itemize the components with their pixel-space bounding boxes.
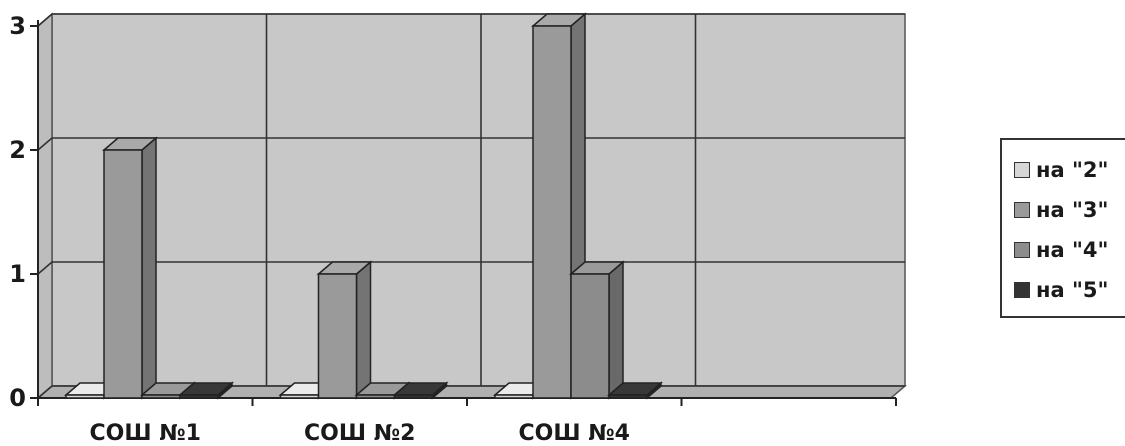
bar-front <box>532 25 572 399</box>
legend-label: на "5" <box>1036 278 1109 302</box>
back-wall <box>51 13 906 387</box>
gridline-side <box>37 261 53 275</box>
bar-front <box>570 273 610 399</box>
plot-area <box>35 12 908 400</box>
legend-swatch <box>1014 282 1030 298</box>
legend: на "2" на "3" на "4" на "5" <box>1000 138 1125 318</box>
x-tick-label: СОШ №4 <box>519 421 630 446</box>
bar <box>101 136 159 400</box>
legend-label: на "2" <box>1036 158 1109 182</box>
y-tick-label: 2 <box>9 136 26 164</box>
bar <box>392 381 449 400</box>
gridlines <box>37 13 905 399</box>
bar-front <box>65 394 105 399</box>
x-tick-label: СОШ №1 <box>90 421 201 446</box>
y-axis-ticks: 0 1 2 3 <box>9 12 38 412</box>
x-tick-label: СОШ №2 <box>304 421 415 446</box>
bar <box>606 381 664 400</box>
y-tick-label: 1 <box>9 260 26 288</box>
x-axis-ticks: СОШ №1 СОШ №2 СОШ №4 <box>37 398 897 446</box>
bar <box>568 260 626 400</box>
bar-front <box>608 394 648 399</box>
bar <box>177 381 235 400</box>
legend-item: на "2" <box>1014 150 1125 190</box>
bar-side <box>355 260 372 400</box>
bar-front <box>141 394 181 399</box>
bar-side <box>608 260 624 400</box>
bar-front <box>103 149 143 399</box>
bars <box>63 12 664 400</box>
bar-front <box>494 394 534 399</box>
legend-label: на "4" <box>1036 238 1109 262</box>
side-wall <box>37 12 53 400</box>
legend-swatch <box>1014 202 1030 218</box>
bar-front <box>317 273 358 399</box>
legend-label: на "3" <box>1036 198 1109 222</box>
y-tick-label: 3 <box>9 12 26 40</box>
gridline-side <box>37 137 53 151</box>
bar-front <box>393 394 434 399</box>
bar-side <box>141 136 157 400</box>
bar-front <box>179 394 219 399</box>
gridline-side <box>37 13 53 27</box>
legend-item: на "3" <box>1014 190 1125 230</box>
legend-swatch <box>1014 162 1030 178</box>
legend-item: на "5" <box>1014 270 1125 310</box>
bar-front <box>279 394 320 399</box>
bar-front <box>355 394 396 399</box>
legend-swatch <box>1014 242 1030 258</box>
bar <box>316 260 373 400</box>
y-tick-label: 0 <box>9 384 26 412</box>
gridline-side <box>37 385 53 399</box>
legend-item: на "4" <box>1014 230 1125 270</box>
